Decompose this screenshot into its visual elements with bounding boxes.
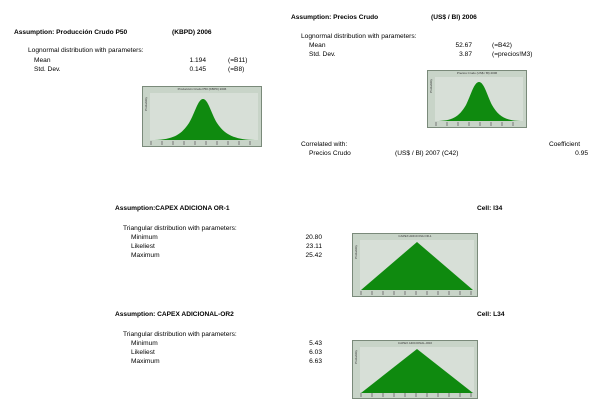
a4-max-label: Maximum [131,358,160,365]
a3-dist-label: Triangular distribution with parameters: [123,225,237,232]
a4-min-value: 5.43 [309,340,322,347]
a3-min-label: Minimum [131,234,158,241]
a1-mean-ref: (=B11) [228,57,248,64]
a2-correlated-unit: (US$ / Bl) 2007 (C42) [395,150,459,157]
a4-cell: Cell: L34 [477,311,505,318]
a2-mean-ref: (=B42) [492,42,512,49]
a1-distribution-chart: Producción Crudo P50 (KBPD) 2006 Probabi… [142,86,262,147]
a2-correlated-name: Precios Crudo [309,150,351,157]
a3-min-value: 20.80 [305,234,322,241]
a3-triangle [361,242,473,290]
a2-mean-value: 52.67 [455,42,472,49]
a4-triangle [361,349,473,393]
a1-std-value: 0.145 [189,66,206,73]
a1-mean-label: Mean [34,57,51,64]
a2-chart-title: Precios Crudo (US$ / Bl) 2006 [456,71,498,75]
a1-std-ref: (=B8) [228,66,245,73]
a1-mean-value: 1.194 [189,57,206,64]
a2-std-value: 3.87 [459,51,472,58]
a1-bell-curve [151,99,257,140]
a2-coefficient-value: 0.95 [575,150,588,157]
a4-chart-title: CAPEX ADICIONAL-OR2 [397,341,433,345]
a3-max-label: Maximum [131,252,160,259]
a3-max-value: 25.42 [305,252,322,259]
a4-max-value: 6.63 [309,358,322,365]
a2-correlated-label: Correlated with: [301,141,348,148]
a4-title: Assumption: CAPEX ADICIONAL-OR2 [115,311,234,318]
a2-mean-label: Mean [309,42,326,49]
a2-std-label: Std. Dev. [309,51,336,58]
a3-distribution-chart: CAPEX ADICIONA OR-1 Probability [352,233,478,297]
a2-dist-label: Lognormal distribution with parameters: [301,33,417,40]
a1-std-label: Std. Dev. [34,66,61,73]
a4-likeliest-value: 6.03 [309,349,322,356]
a3-likeliest-label: Likeliest [131,243,155,250]
a2-unit: (US$ / Bl) 2006 [431,14,477,21]
a3-chart-title: CAPEX ADICIONA OR-1 [398,234,432,238]
a3-likeliest-value: 23.11 [305,243,322,250]
a1-dist-label: Lognormal distribution with parameters: [28,47,144,54]
a4-likeliest-label: Likeliest [131,349,155,356]
a3-cell: Cell: I34 [477,205,503,212]
a3-title: Assumption:CAPEX ADICIONA OR-1 [115,205,230,212]
a2-title: Assumption: Precios Crudo [291,14,379,21]
a4-distribution-chart: CAPEX ADICIONAL-OR2 Probability [352,340,478,399]
a4-dist-label: Triangular distribution with parameters: [123,331,237,338]
a1-title: Assumption: Producción Crudo P50 [14,29,128,36]
a1-unit: (KBPD) 2006 [172,29,212,36]
a2-distribution-chart: Precios Crudo (US$ / Bl) 2006 Probabilit… [427,70,527,128]
a4-min-label: Minimum [131,340,158,347]
a2-coefficient-label: Coefficient [549,141,581,148]
a2-bell-curve [436,82,523,121]
a1-chart-title: Producción Crudo P50 (KBPD) 2006 [177,87,227,91]
a2-std-ref: (=precios!M3) [492,51,533,58]
